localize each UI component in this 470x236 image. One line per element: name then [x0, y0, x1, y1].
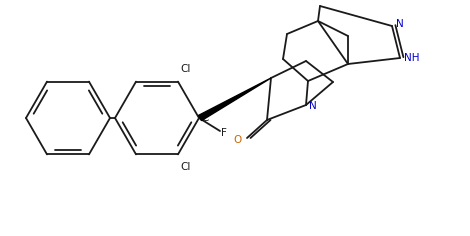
- Text: C: C: [201, 113, 208, 123]
- Text: N: N: [309, 101, 317, 111]
- Text: F: F: [221, 128, 227, 138]
- Text: NH: NH: [404, 53, 420, 63]
- Text: N: N: [396, 19, 404, 29]
- Text: Cl: Cl: [180, 64, 190, 74]
- Text: Cl: Cl: [180, 162, 190, 172]
- Text: O: O: [233, 135, 241, 145]
- Polygon shape: [198, 78, 271, 121]
